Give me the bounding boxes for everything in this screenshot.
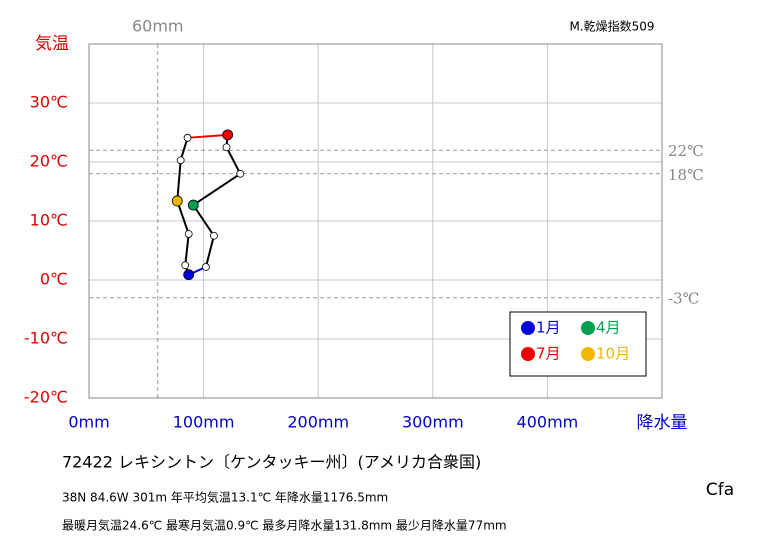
legend-label: 1月 <box>536 319 561 337</box>
month-point <box>171 195 183 207</box>
month-point <box>236 169 245 178</box>
legend-marker <box>581 321 595 335</box>
stats-line: 最暖月気温24.6℃ 最寒月気温0.9℃ 最多月降水量131.8mm 最少月降水… <box>62 518 507 533</box>
y-axis-label: 気温 <box>35 34 69 54</box>
legend-box <box>509 311 647 377</box>
month-segment <box>176 200 190 235</box>
y-tick-label: 0℃ <box>40 270 68 289</box>
month-point <box>222 143 231 152</box>
month-point <box>201 263 210 271</box>
x-tick-label: 300mm <box>402 413 464 432</box>
reference-label: 22℃ <box>668 142 704 160</box>
legend-label: 10月 <box>596 345 630 363</box>
month-segment <box>176 160 182 202</box>
month-point <box>183 269 195 281</box>
month-point <box>183 133 192 142</box>
y-tick-label: 20℃ <box>30 152 68 171</box>
legend-marker <box>521 347 535 361</box>
station-name: 72422 レキシントン〔ケンタッキー州〕(アメリカ合衆国) <box>62 453 481 472</box>
reference-label: 60mm <box>132 17 184 36</box>
x-tick-label: 100mm <box>173 413 235 432</box>
reference-label: -3℃ <box>668 290 699 308</box>
legend-label: 7月 <box>536 345 561 363</box>
month-segment <box>204 235 215 268</box>
month-point <box>210 231 218 240</box>
legend-marker <box>521 321 535 335</box>
reference-label: 18℃ <box>668 166 704 184</box>
x-tick-label: 200mm <box>287 413 349 432</box>
legend-marker <box>581 347 595 361</box>
climate-class: Cfa <box>706 480 734 500</box>
month-segment <box>192 172 241 206</box>
y-tick-label: -20℃ <box>24 388 68 407</box>
stats-line: 38N 84.6W 301m 年平均気温13.1℃ 年降水量1176.5mm <box>62 490 388 505</box>
month-point <box>222 129 234 141</box>
month-segment <box>184 233 190 266</box>
month-point <box>176 156 185 165</box>
month-point <box>181 261 190 270</box>
y-tick-label: 30℃ <box>30 93 68 112</box>
month-segment <box>187 133 228 139</box>
x-tick-label: 400mm <box>517 413 579 432</box>
x-axis-label: 降水量 <box>637 413 688 433</box>
month-segment <box>225 146 242 175</box>
month-point <box>184 230 193 238</box>
legend-label: 4月 <box>596 319 621 337</box>
dryness-index: M.乾燥指数509 <box>569 19 654 34</box>
x-tick-label: 0mm <box>68 413 109 432</box>
month-point <box>187 199 199 211</box>
y-tick-label: -10℃ <box>24 329 68 348</box>
month-segment <box>192 204 215 237</box>
y-tick-label: 10℃ <box>30 211 68 230</box>
plot-frame <box>88 43 663 399</box>
month-segment <box>179 137 189 161</box>
